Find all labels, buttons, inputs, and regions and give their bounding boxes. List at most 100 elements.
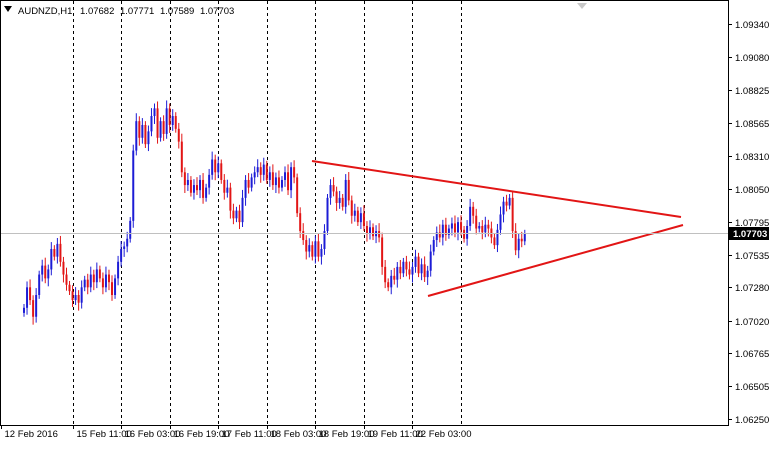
candle — [44, 257, 47, 284]
candle — [384, 259, 387, 289]
candle-body — [138, 121, 141, 138]
candle-body — [156, 108, 159, 138]
candle-body — [502, 201, 505, 215]
candle-body — [365, 225, 368, 234]
candle-body — [208, 174, 211, 188]
candle-body — [35, 295, 38, 317]
candle-body — [44, 265, 47, 279]
candle-body — [393, 275, 396, 280]
candle — [211, 151, 214, 180]
candle — [347, 172, 350, 206]
candle-body — [429, 251, 432, 271]
candle — [296, 173, 299, 218]
y-tick-label: 1.09340 — [735, 20, 769, 31]
candle — [338, 190, 341, 209]
candle-body — [284, 172, 287, 180]
candle-body — [253, 172, 256, 178]
candle — [65, 267, 68, 291]
candle — [420, 258, 423, 281]
candle — [444, 217, 447, 241]
candle-body — [250, 177, 253, 188]
candle-body — [165, 108, 168, 134]
candle-body — [341, 197, 344, 207]
candle-body — [520, 238, 523, 242]
candle-body — [168, 108, 171, 125]
candle — [111, 275, 114, 301]
candle — [353, 203, 356, 222]
shift-arrow-icon[interactable] — [577, 3, 587, 9]
candle — [274, 172, 277, 193]
candle — [171, 109, 174, 131]
candle — [56, 237, 59, 264]
candle — [387, 278, 390, 292]
candle — [414, 249, 417, 273]
candle — [311, 241, 314, 261]
candle — [490, 221, 493, 244]
candle — [138, 116, 141, 146]
candle — [244, 175, 247, 206]
candle-body — [347, 179, 350, 201]
candle-body — [205, 187, 208, 198]
candle-body — [86, 279, 89, 288]
candle — [499, 206, 502, 235]
candle-body — [192, 185, 195, 193]
candle — [89, 266, 92, 293]
candle-body — [460, 222, 463, 230]
candle — [159, 117, 162, 142]
candle-body — [311, 245, 314, 257]
candle — [372, 223, 375, 241]
candle — [484, 216, 487, 238]
dropdown-triangle-icon[interactable] — [4, 6, 12, 12]
candle-body — [508, 197, 511, 206]
candle — [405, 255, 408, 277]
candle — [329, 179, 332, 205]
candle-body — [183, 172, 186, 186]
candle-body — [68, 284, 71, 292]
candle — [299, 207, 302, 238]
candle-body — [350, 200, 353, 216]
candle — [496, 223, 499, 253]
candle — [280, 176, 283, 192]
candle — [98, 265, 101, 283]
candle — [417, 252, 420, 278]
current-price-label: 1.07703 — [733, 229, 767, 240]
candle-body — [114, 278, 117, 296]
candle-body — [162, 121, 165, 134]
candle-body — [287, 172, 290, 191]
candle-body — [305, 240, 308, 252]
candle — [153, 103, 156, 124]
candle-body — [126, 238, 129, 247]
upper-trendline[interactable] — [311, 160, 682, 218]
candle — [223, 174, 226, 200]
candle — [47, 264, 50, 287]
triangle-pattern — [311, 160, 684, 297]
candle-body — [296, 177, 299, 214]
candle-body — [438, 232, 441, 238]
candle-body — [414, 256, 417, 267]
candle-body — [65, 274, 68, 285]
lower-trendline[interactable] — [427, 224, 684, 297]
candle-body — [329, 185, 332, 198]
candle-body — [229, 187, 232, 211]
candle-body — [262, 164, 265, 175]
candle-body — [211, 159, 214, 175]
candle-body — [466, 225, 469, 239]
candle — [217, 156, 220, 179]
candle-body — [277, 177, 280, 188]
candle-body — [450, 223, 453, 229]
candle — [435, 226, 438, 247]
candle-body — [356, 210, 359, 223]
candle — [396, 262, 399, 288]
candle — [466, 220, 469, 246]
y-tick-label: 1.07020 — [735, 317, 769, 328]
candle — [29, 279, 32, 305]
candle-body — [472, 206, 475, 216]
candle — [74, 287, 77, 305]
candle-body — [326, 197, 329, 232]
candle — [241, 189, 244, 227]
candle-body — [493, 237, 496, 246]
candle-body — [244, 179, 247, 198]
